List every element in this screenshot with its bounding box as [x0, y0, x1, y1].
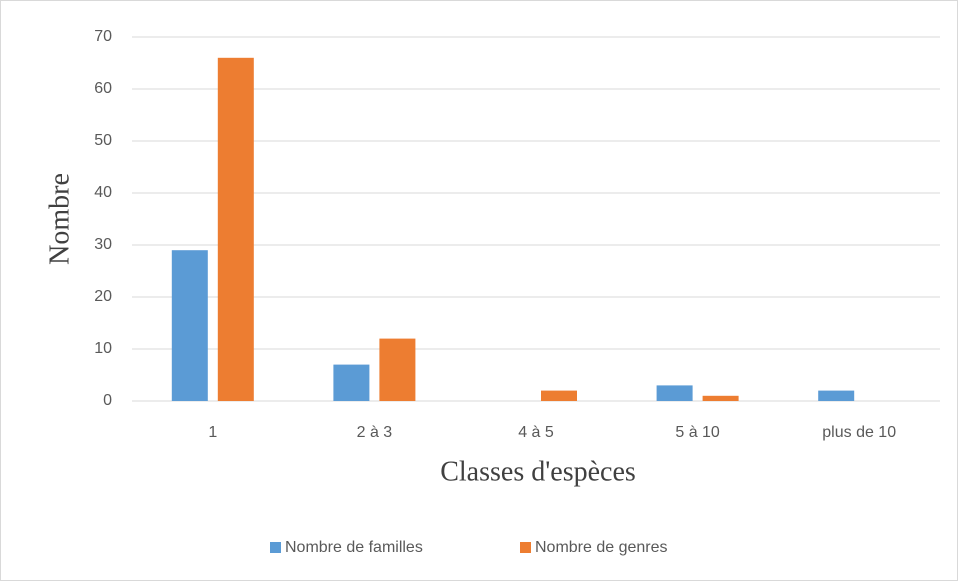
y-tick-label: 30 — [94, 236, 112, 253]
bar — [379, 338, 416, 401]
y-tick-label: 60 — [94, 80, 112, 97]
x-tick-label: 4 à 5 — [518, 424, 554, 441]
x-tick-label: 1 — [208, 424, 217, 441]
y-tick-label: 20 — [94, 288, 112, 305]
y-tick-label: 10 — [94, 340, 112, 357]
bar — [702, 395, 739, 401]
bar — [818, 390, 855, 401]
y-tick-label: 50 — [94, 132, 112, 149]
legend-label: Nombre de familles — [285, 539, 423, 556]
bar — [656, 385, 693, 401]
x-axis-label: Classes d'espèces — [440, 456, 636, 487]
bar — [333, 364, 370, 401]
y-tick-label: 70 — [94, 28, 112, 45]
y-tick-label: 40 — [94, 184, 112, 201]
legend-swatch — [270, 542, 281, 553]
bar — [217, 57, 254, 402]
y-axis-label: Nombre — [44, 173, 75, 265]
legend-swatch — [520, 542, 531, 553]
y-tick-label: 0 — [103, 392, 112, 409]
legend-label: Nombre de genres — [535, 539, 668, 556]
x-tick-label: 5 à 10 — [675, 424, 720, 441]
x-tick-label: plus de 10 — [822, 424, 896, 441]
bar — [171, 250, 208, 401]
x-tick-label: 2 à 3 — [357, 424, 393, 441]
bar — [541, 390, 577, 401]
